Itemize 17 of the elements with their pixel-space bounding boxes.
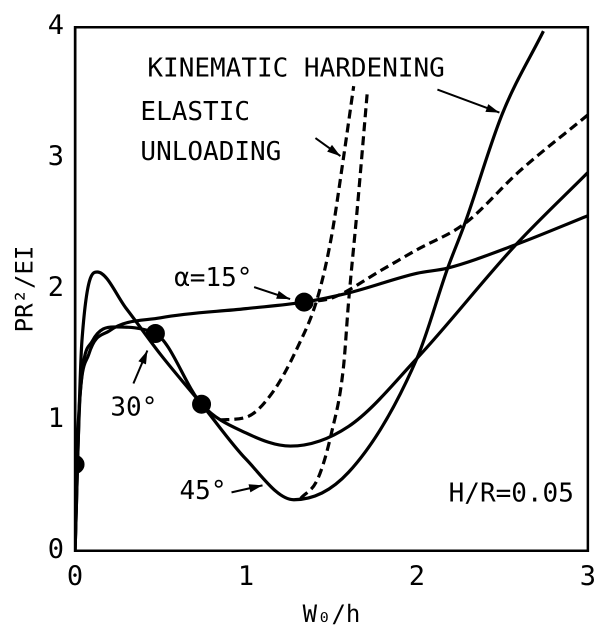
y-tick-label: 3 [48, 141, 64, 172]
annotation: 30° [110, 392, 158, 422]
annotation: KINEMATIC HARDENING [147, 53, 445, 84]
y-axis-title: PR²/EI [10, 246, 39, 332]
x-tick-label: 1 [238, 561, 254, 592]
x-tick-label: 2 [408, 561, 426, 592]
y-tick-label: 2 [48, 272, 64, 304]
x-axis-title: W₀/h [302, 600, 360, 628]
annotation: H/R=0.05 [448, 478, 574, 509]
y-tick-label: 0 [48, 534, 64, 565]
x-tick-label: 0 [66, 561, 84, 592]
annotation: 45° [180, 476, 226, 506]
x-tick-label: 3 [580, 561, 596, 592]
y-tick-label: 4 [48, 10, 64, 42]
y-tick-label: 1 [48, 402, 64, 434]
annotation: α=15° [174, 262, 252, 293]
annotation: ELASTIC UNLOADING [140, 96, 282, 167]
